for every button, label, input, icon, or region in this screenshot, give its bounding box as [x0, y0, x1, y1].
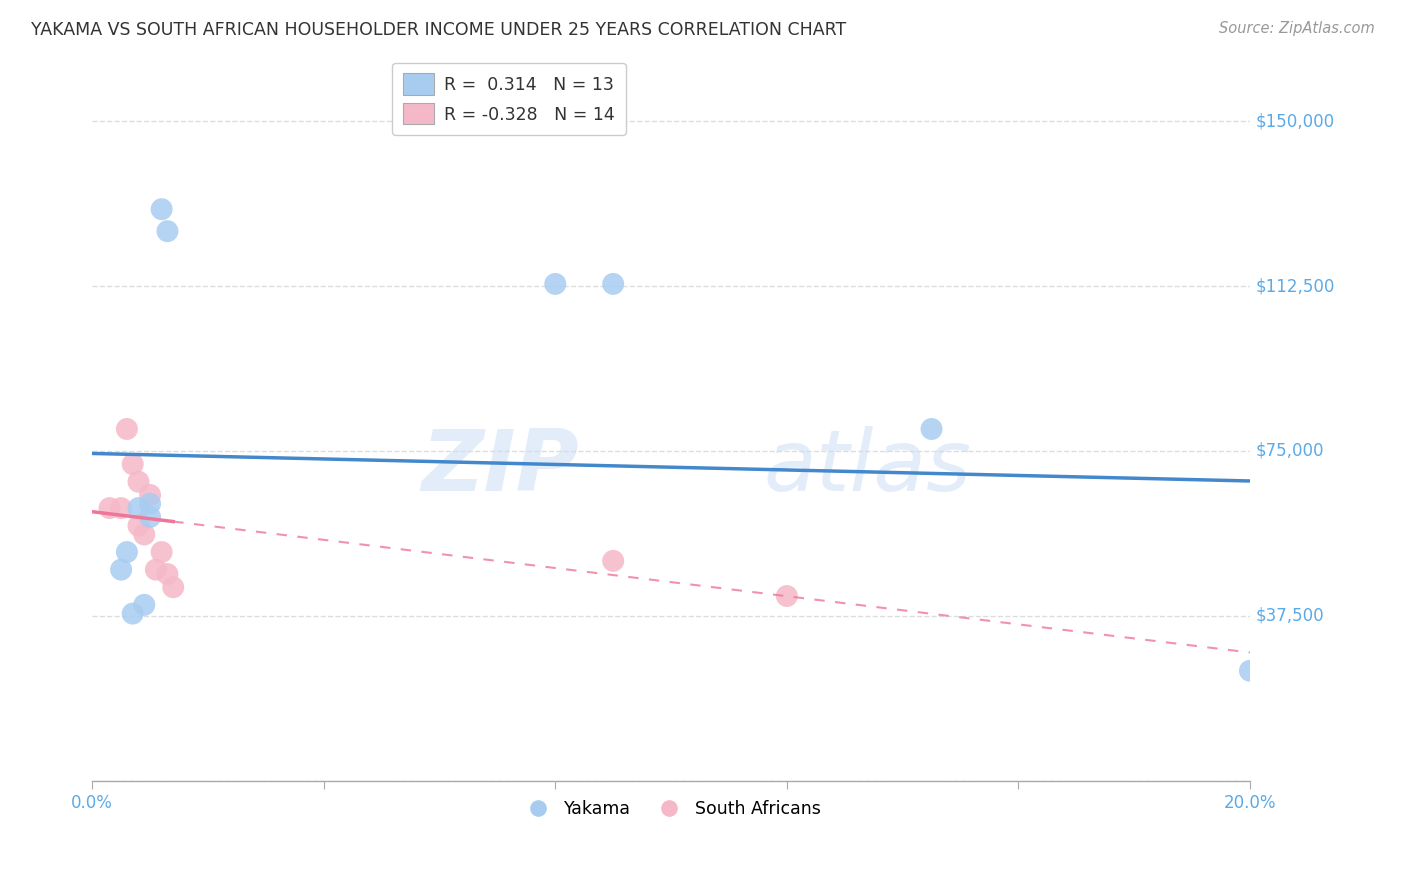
Point — [145, 563, 167, 577]
Text: $75,000: $75,000 — [1256, 442, 1324, 460]
Point — [127, 518, 149, 533]
Point — [150, 545, 173, 559]
Point — [139, 509, 162, 524]
Point — [121, 607, 143, 621]
Point — [156, 567, 179, 582]
Point — [602, 277, 624, 291]
Point — [127, 475, 149, 489]
Text: $150,000: $150,000 — [1256, 112, 1334, 130]
Text: $37,500: $37,500 — [1256, 607, 1324, 624]
Point — [150, 202, 173, 217]
Point — [115, 545, 138, 559]
Text: $112,500: $112,500 — [1256, 277, 1336, 295]
Point — [156, 224, 179, 238]
Point — [115, 422, 138, 436]
Point — [127, 501, 149, 516]
Text: ZIP: ZIP — [420, 425, 578, 508]
Point — [139, 488, 162, 502]
Point — [139, 497, 162, 511]
Point — [98, 501, 121, 516]
Point — [110, 501, 132, 516]
Point — [134, 598, 156, 612]
Point — [110, 563, 132, 577]
Point — [776, 589, 799, 603]
Text: Source: ZipAtlas.com: Source: ZipAtlas.com — [1219, 21, 1375, 37]
Point — [134, 527, 156, 541]
Text: YAKAMA VS SOUTH AFRICAN HOUSEHOLDER INCOME UNDER 25 YEARS CORRELATION CHART: YAKAMA VS SOUTH AFRICAN HOUSEHOLDER INCO… — [31, 21, 846, 39]
Legend: Yakama, South Africans: Yakama, South Africans — [513, 794, 828, 825]
Point — [162, 580, 184, 594]
Text: atlas: atlas — [763, 425, 972, 508]
Point — [602, 554, 624, 568]
Point — [921, 422, 943, 436]
Point — [121, 457, 143, 471]
Point — [1239, 664, 1261, 678]
Point — [544, 277, 567, 291]
